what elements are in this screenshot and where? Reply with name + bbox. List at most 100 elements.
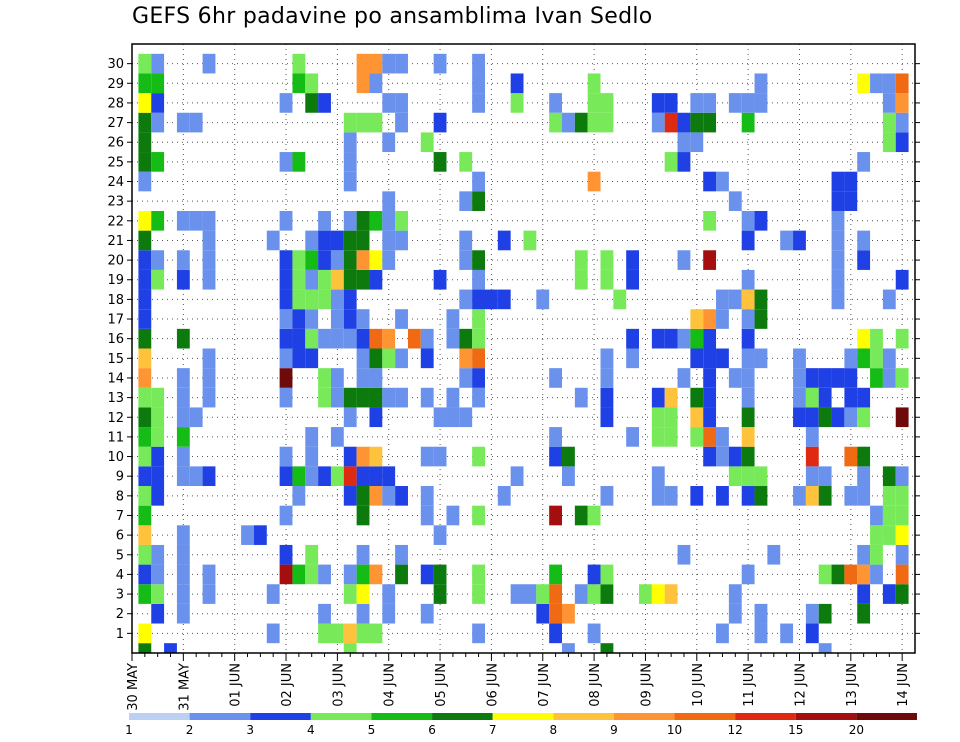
heatmap-cell	[446, 309, 460, 329]
heatmap-cell	[472, 73, 485, 94]
heatmap-cell	[831, 210, 845, 231]
heatmap-cell	[420, 446, 434, 467]
heatmap-cell	[318, 466, 331, 487]
heatmap-cell	[562, 643, 575, 653]
heatmap-cell	[176, 466, 190, 487]
heatmap-cell	[356, 446, 370, 467]
heatmap-cell	[382, 250, 396, 270]
heatmap-cell	[895, 486, 909, 506]
heatmap-cell	[831, 368, 845, 388]
heatmap-cell	[549, 368, 563, 388]
heatmap-cell	[433, 269, 447, 290]
heatmap-cell	[510, 73, 524, 94]
heatmap-cell	[279, 387, 293, 408]
heatmap-cell	[292, 328, 306, 349]
heatmap-cell	[664, 407, 678, 428]
heatmap-cell	[292, 466, 306, 487]
heatmap-cell	[895, 328, 909, 349]
heatmap-cell	[356, 210, 370, 231]
colorbar-swatch	[492, 713, 554, 720]
heatmap-cell	[793, 486, 806, 506]
heatmap-cell	[176, 427, 190, 447]
plot-area	[132, 44, 915, 653]
y-tick-label: 12	[107, 411, 124, 426]
heatmap-cell	[433, 112, 447, 133]
x-tick-label: 09 JUN	[639, 663, 654, 707]
heatmap-cell	[151, 73, 165, 94]
heatmap-cell	[626, 269, 640, 290]
heatmap-cell	[549, 505, 563, 526]
heatmap-cell	[510, 93, 524, 113]
heatmap-cell	[138, 643, 152, 653]
y-tick-label: 3	[116, 588, 124, 603]
heatmap-cell	[433, 525, 447, 545]
colorbar-swatch	[189, 713, 251, 720]
heatmap-cell	[138, 328, 152, 349]
heatmap-cell	[330, 427, 344, 447]
y-tick-label: 22	[107, 214, 124, 229]
heatmap-cell	[870, 73, 883, 94]
x-tick-label: 10 JUN	[691, 663, 706, 707]
heatmap-cell	[420, 486, 434, 506]
heatmap-cell	[664, 486, 678, 506]
heatmap-cell	[677, 544, 691, 565]
heatmap-cell	[318, 564, 331, 585]
heatmap-cell	[138, 407, 152, 428]
heatmap-cell	[151, 53, 165, 74]
heatmap-cell	[741, 269, 755, 290]
heatmap-cell	[651, 407, 665, 428]
heatmap-cell	[587, 171, 601, 192]
heatmap-cell	[523, 230, 537, 251]
heatmap-cell	[305, 544, 319, 565]
heatmap-cell	[574, 250, 588, 270]
heatmap-cell	[151, 407, 165, 428]
heatmap-cell	[330, 230, 344, 251]
heatmap-cell	[305, 328, 319, 349]
heatmap-cell	[138, 210, 152, 231]
heatmap-cell	[138, 112, 152, 133]
heatmap-cell	[151, 564, 165, 585]
heatmap-cell	[395, 230, 408, 251]
heatmap-cell	[818, 486, 832, 506]
heatmap-cell	[356, 603, 370, 624]
heatmap-cell	[882, 112, 896, 133]
heatmap-cell	[587, 93, 601, 113]
heatmap-cell	[805, 466, 819, 487]
heatmap-cell	[857, 387, 871, 408]
heatmap-cell	[857, 152, 871, 172]
heatmap-cell	[395, 112, 408, 133]
heatmap-cell	[138, 93, 152, 113]
heatmap-cell	[574, 387, 588, 408]
heatmap-cell	[857, 407, 871, 428]
heatmap-cell	[882, 368, 896, 388]
heatmap-cell	[651, 387, 665, 408]
heatmap-cell	[292, 269, 306, 290]
heatmap-cell	[356, 269, 370, 290]
heatmap-cell	[151, 269, 165, 290]
heatmap-cell	[805, 446, 819, 467]
heatmap-cell	[420, 132, 434, 153]
heatmap-cell	[857, 250, 871, 270]
heatmap-cell	[574, 505, 588, 526]
colorbar-swatch	[432, 713, 493, 720]
heatmap-cell	[703, 348, 717, 369]
heatmap-cell	[279, 466, 293, 487]
heatmap-cell	[279, 93, 293, 113]
heatmap-cell	[356, 328, 370, 349]
heatmap-cell	[703, 328, 717, 349]
y-tick-label: 30	[107, 57, 124, 72]
heatmap-cell	[459, 230, 473, 251]
heatmap-cell	[318, 623, 331, 644]
heatmap-cell	[741, 230, 755, 251]
heatmap-cell	[664, 328, 678, 349]
heatmap-cell	[818, 368, 832, 388]
heatmap-cell	[741, 368, 755, 388]
heatmap-cell	[279, 446, 293, 467]
heatmap-cell	[510, 466, 524, 487]
heatmap-cell	[587, 623, 601, 644]
y-tick-label: 18	[107, 293, 124, 308]
heatmap-cell	[793, 407, 806, 428]
y-tick-label: 1	[116, 627, 124, 642]
heatmap-cell	[343, 171, 357, 192]
